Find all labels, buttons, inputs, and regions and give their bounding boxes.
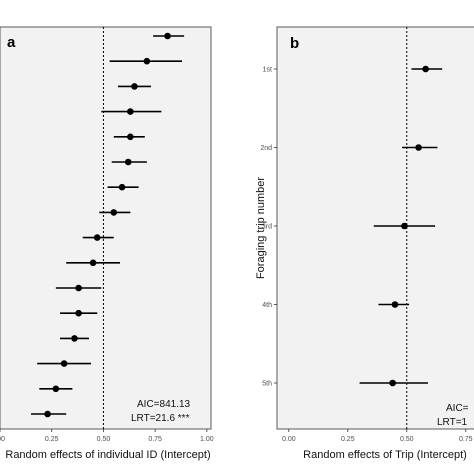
panel-b-y-tick-label: 5th	[262, 381, 272, 388]
panel-a-x-tick-label: 1.00	[200, 436, 214, 443]
panel-a-point-estimate-1	[164, 32, 171, 40]
panel-b-x-axis: 0.00 0.25 0.50 0.75	[282, 429, 473, 443]
panel-a-point-estimate-3	[131, 83, 138, 90]
panel-b-point-estimate-1	[422, 65, 429, 73]
panel-a-point-estimate-8	[110, 209, 118, 216]
panel-a-point-estimate-4	[127, 108, 134, 115]
panel-b-y-axis-title: Foraging trip number	[255, 177, 267, 279]
panel-a-point-estimate-7	[118, 183, 126, 191]
panel-b-marks	[359, 27, 443, 429]
panel-b-point-estimate-2	[415, 144, 422, 151]
panel-b-point-estimate-5	[389, 379, 396, 387]
panel-a-x-axis-title: Random effects of individual ID (Interce…	[5, 449, 210, 461]
panel-b-x-tick-label: 0.50	[400, 436, 414, 443]
panel-a-lrt-annotation: LRT=21.6 ***	[131, 413, 190, 424]
panel-b-aic-annotation: AIC=	[446, 403, 469, 414]
panel-a-point-estimate-12	[75, 309, 82, 317]
panel-a-aic-annotation: AIC=841.13	[137, 399, 191, 410]
panel-a-point-estimate-16	[44, 410, 51, 418]
panel-b-point-estimate-3	[401, 222, 408, 230]
panel-b-lrt-annotation: LRT=1	[437, 417, 468, 428]
panel-b-y-axis: 1st 2nd 3rd 4th 5th	[260, 67, 277, 388]
panel-b-x-axis-title: Random effects of Trip (Intercept)	[303, 449, 467, 461]
panel-a-point-estimate-10	[89, 259, 97, 267]
panel-a-point-estimate-11	[75, 284, 82, 292]
panel-b-x-tick-label: 0.75	[459, 436, 473, 443]
panel-b-point-estimate-4	[391, 301, 399, 308]
panel-b-y-tick-label: 4th	[262, 302, 272, 309]
panel-a-x-tick-label: .00	[0, 436, 5, 443]
panel-a-point-estimate-15	[52, 385, 60, 393]
panel-a-point-estimate-9	[93, 234, 101, 241]
panel-a-point-estimate-2	[143, 57, 151, 65]
panel-b-y-tick-label: 3rd	[262, 224, 272, 231]
panel-a-point-estimate-6	[124, 158, 132, 166]
panel-a-x-tick-label: 0.50	[97, 436, 111, 443]
panel-b-y-tick-label: 2nd	[260, 145, 272, 152]
panel-b-x-tick-label: 0.00	[282, 436, 296, 443]
panel-b-x-tick-label: 0.25	[341, 436, 355, 443]
panel-b-y-tick-label: 1st	[263, 67, 272, 74]
panel-a-marks	[31, 27, 185, 429]
panel-a: a .00 0.25 0.50 0.75 1.00 AIC=841.13 LRT=21.…	[0, 26, 214, 461]
panel-a-point-estimate-13	[71, 335, 78, 342]
panel-a-x-tick-label: 0.25	[45, 436, 59, 443]
panel-a-x-tick-label: 0.75	[148, 436, 162, 443]
panel-b-background	[276, 26, 474, 430]
panel-a-point-estimate-5	[127, 133, 134, 141]
panel-a-x-axis: .00 0.25 0.50 0.75 1.00	[0, 429, 214, 443]
panel-b-letter: b	[290, 35, 299, 52]
panel-a-point-estimate-14	[60, 360, 68, 367]
panel-a-letter: a	[7, 34, 16, 51]
panel-a-background	[0, 26, 212, 430]
